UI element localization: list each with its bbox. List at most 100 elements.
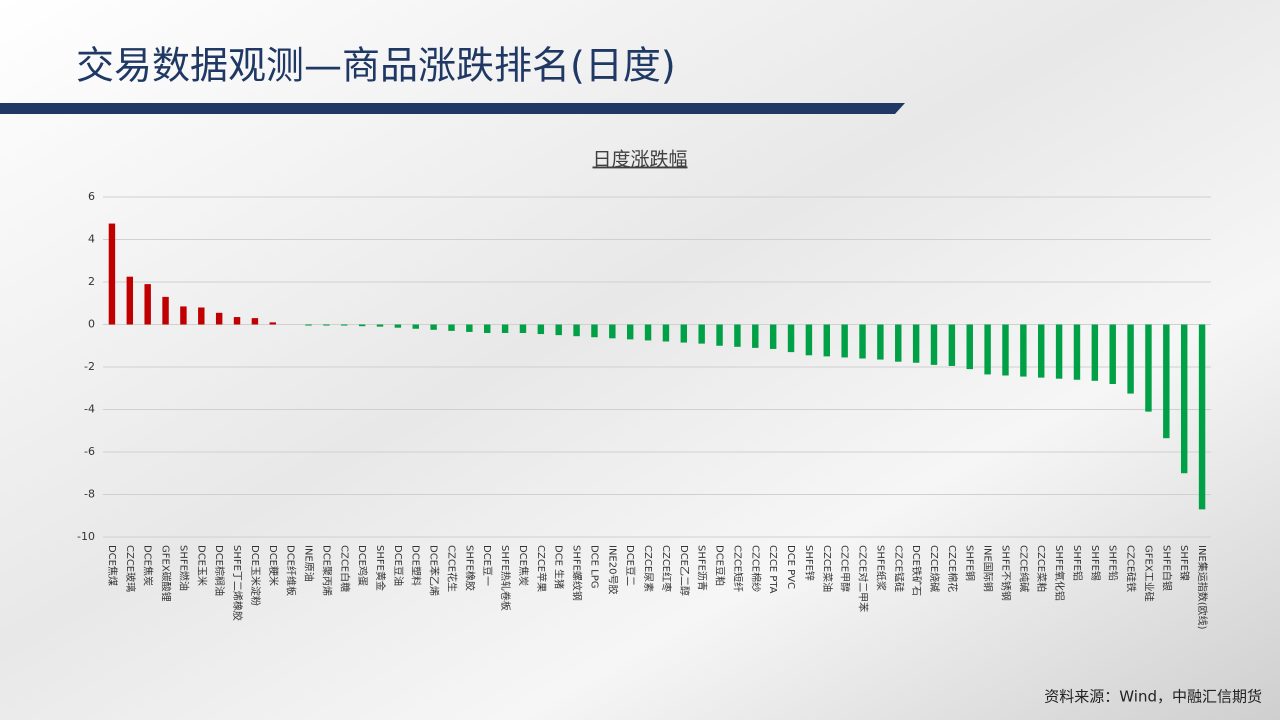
slide-title: 交易数据观测—商品涨跌排名(日度)	[76, 44, 676, 88]
bar	[1145, 324, 1152, 412]
x-tick-label: DCE苯乙烯	[428, 545, 441, 596]
x-tick-label: DCE乙二醇	[678, 545, 691, 596]
bar	[1091, 324, 1099, 381]
x-tick-label: SHFE锌	[803, 545, 816, 581]
bar	[376, 324, 384, 327]
x-tick-label: SHFE螺纹钢	[571, 545, 584, 601]
x-tick-label: DCE豆二	[624, 545, 636, 586]
y-tick-label: -2	[84, 360, 95, 373]
bar	[752, 324, 759, 348]
x-tick-label: CZCE锰硅	[892, 545, 905, 592]
x-tick-label: DCE塑料	[410, 545, 423, 586]
y-tick-label: -8	[84, 488, 95, 501]
x-tick-label: GFEX碳酸锂	[160, 545, 173, 602]
x-tick-label: CZCE纯碱	[1017, 545, 1030, 592]
y-tick-label: -4	[84, 403, 95, 416]
bar	[609, 324, 616, 339]
bar	[841, 324, 848, 358]
x-tick-label: DCE LPG	[588, 545, 599, 589]
x-tick-label: CZCE苹果	[535, 545, 548, 592]
bar	[412, 324, 419, 329]
bar	[573, 324, 580, 337]
bar	[948, 324, 956, 366]
bar	[1038, 324, 1045, 378]
x-tick-label: SHFE燃油	[177, 545, 190, 591]
bar	[680, 324, 688, 343]
y-tick-label: -10	[77, 530, 95, 543]
bar	[769, 324, 777, 349]
x-tick-label: GFEX工业硅	[1142, 545, 1155, 602]
bar	[644, 324, 652, 341]
x-tick-label: DCE铁矿石	[910, 545, 923, 596]
bar	[251, 318, 259, 325]
bar	[269, 322, 276, 325]
bar	[430, 324, 437, 330]
x-tick-label: SHFE橡胶	[463, 545, 476, 591]
x-tick-label: SHFE镍	[1178, 545, 1191, 581]
source-note: 资料来源：Wind，中融汇信期货	[1044, 688, 1262, 706]
bar	[984, 324, 991, 375]
x-tick-label: CZCE短纤	[731, 545, 744, 592]
bar	[859, 324, 866, 359]
x-tick-label: DCE粳米	[267, 545, 280, 586]
bar	[448, 324, 455, 331]
x-tick-label: CZCE棉花	[946, 545, 959, 592]
x-tick-label: CZCE白糖	[338, 545, 351, 592]
x-tick-label: SHFE不锈钢	[999, 545, 1012, 601]
x-tick-label: CZCE棉纱	[749, 545, 762, 592]
x-tick-label: DCE 生猪	[553, 545, 566, 589]
x-tick-label: INE集运指数(欧线)	[1196, 545, 1209, 630]
bar	[358, 324, 366, 327]
x-tick-label: SHFE沥青	[696, 545, 709, 591]
x-tick-label: DCE PVC	[785, 545, 796, 589]
bar	[466, 324, 473, 332]
x-tick-label: SHFE黄金	[374, 545, 387, 591]
bar	[716, 324, 723, 346]
x-tick-label: INE国际铜	[982, 545, 994, 592]
bar	[144, 284, 151, 325]
bar	[1180, 324, 1188, 474]
bar	[233, 317, 241, 325]
bar	[484, 324, 491, 333]
bar	[626, 324, 634, 340]
bar	[823, 324, 830, 357]
bar	[1073, 324, 1081, 380]
bar	[966, 324, 973, 370]
bar	[1127, 324, 1134, 394]
x-tick-label: SHFE铜	[964, 545, 976, 581]
x-tick-label: DCE焦煤	[106, 545, 119, 586]
bar	[912, 324, 920, 363]
y-tick-label: 0	[88, 318, 95, 331]
x-tick-label: SHFE白银	[1160, 545, 1173, 591]
bar	[323, 324, 330, 326]
bar	[1020, 324, 1027, 377]
x-tick-label: DCE鸡蛋	[356, 545, 369, 586]
bar	[698, 324, 705, 344]
x-tick-label: CZCE尿素	[642, 545, 655, 592]
bar	[198, 307, 205, 325]
bar	[305, 324, 312, 326]
chart-title: 日度涨跌幅	[592, 149, 687, 171]
bar	[591, 324, 598, 338]
x-tick-label: CZCE菜粕	[1035, 545, 1048, 592]
x-tick-label: SHFE纸浆	[874, 545, 887, 591]
header-bar	[0, 103, 905, 114]
bar	[519, 324, 527, 333]
x-tick-label: CZCE玻璃	[124, 545, 137, 592]
bar	[877, 324, 884, 360]
x-tick-label: SHFE铅	[1107, 545, 1120, 581]
y-tick-label: 2	[88, 275, 95, 288]
x-tick-label: DCE豆油	[392, 545, 405, 586]
x-tick-label: DCE纤维板	[285, 545, 298, 596]
bar	[1002, 324, 1009, 376]
x-tick-label: DCE豆一	[481, 545, 493, 586]
x-tick-label: DCE焦炭	[142, 545, 155, 586]
x-tick-label: CZCE花生	[445, 545, 458, 592]
bar	[215, 312, 223, 325]
bar	[734, 324, 741, 347]
x-tick-label: CZCE菜油	[821, 545, 834, 592]
x-tick-label: DCE玉米淀粉	[249, 545, 262, 606]
bar	[895, 324, 902, 362]
